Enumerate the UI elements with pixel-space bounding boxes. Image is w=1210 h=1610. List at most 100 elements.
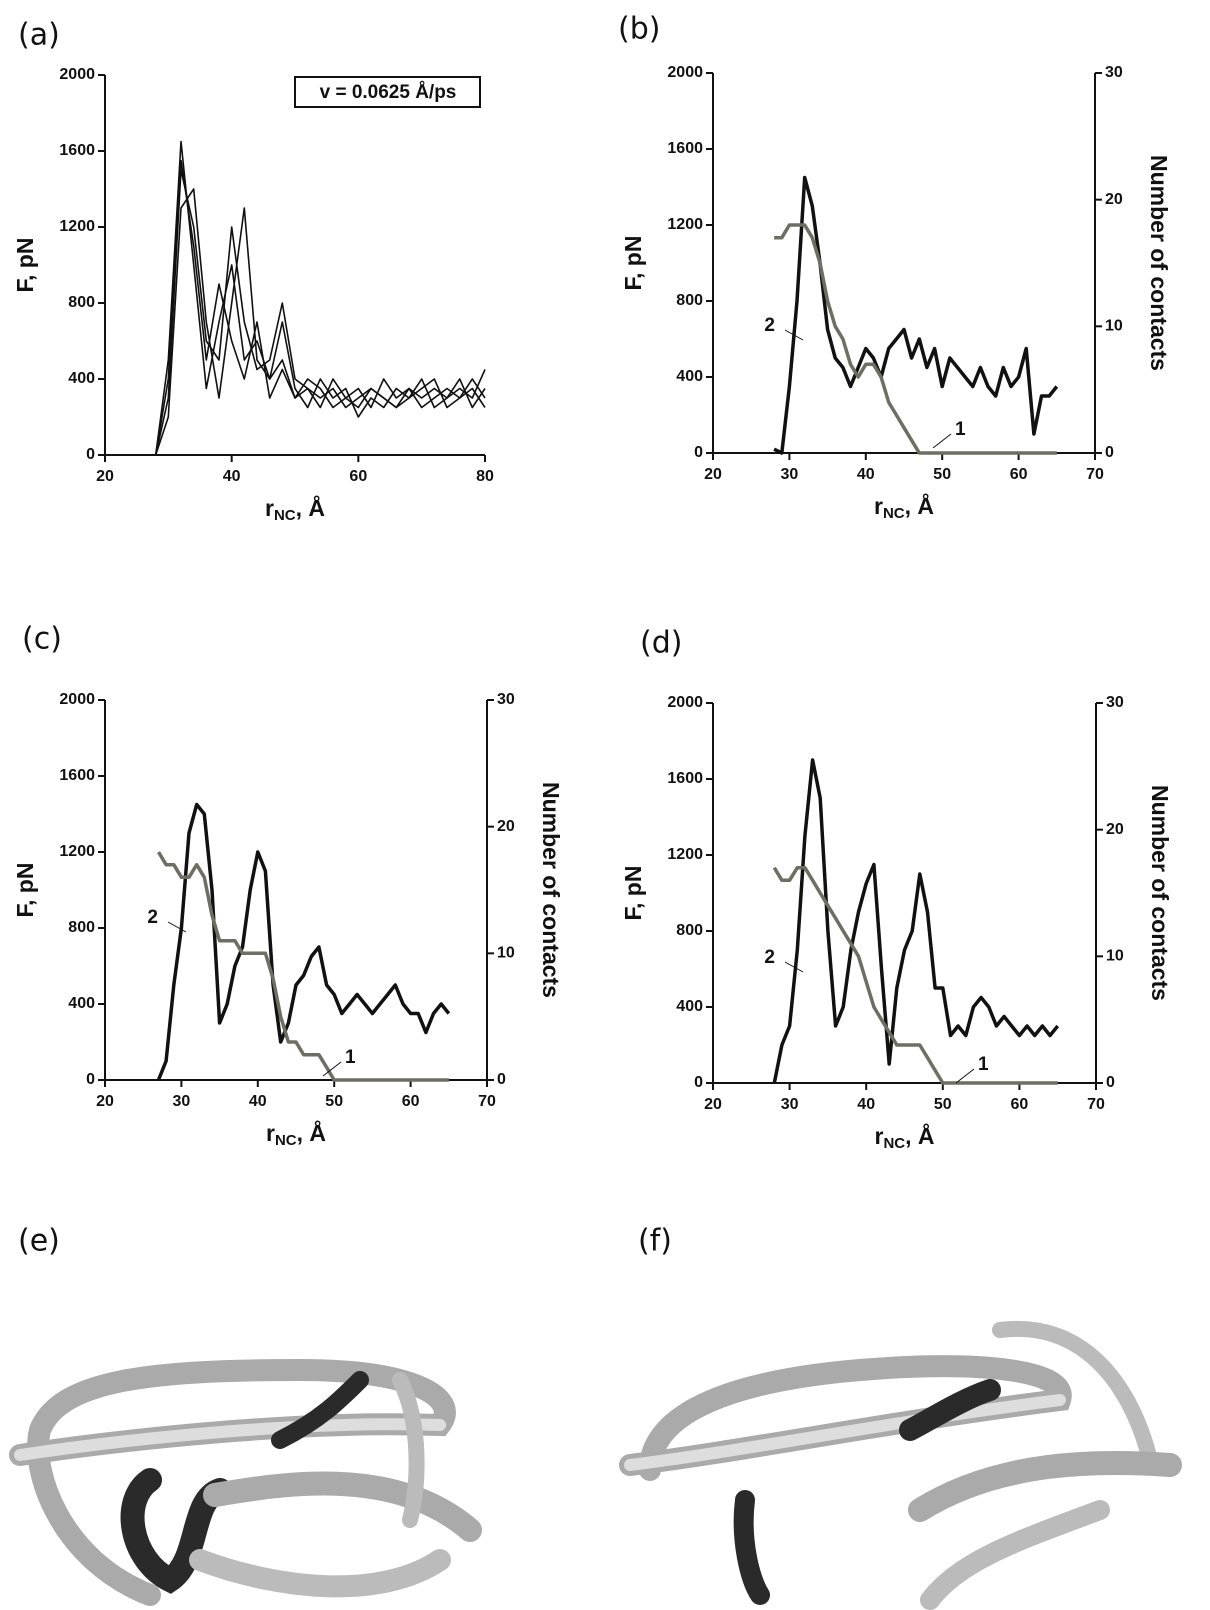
y2-tick-label: 20	[497, 818, 515, 835]
panel-label: (f)	[638, 1224, 672, 1259]
y2-tick-label: 10	[497, 945, 515, 962]
series-line	[154, 140, 486, 456]
x-tick-label: 30	[173, 1093, 191, 1110]
x-tick-label: 60	[1011, 1096, 1029, 1113]
x-tick-label: 80	[476, 468, 494, 485]
protein-e	[9, 1358, 482, 1606]
series-label: 1	[978, 1054, 989, 1075]
y2-tick-label: 0	[497, 1071, 506, 1088]
x-axis-label: rNC, Å	[266, 1119, 326, 1149]
x-axis-label-part: , Å	[297, 1119, 326, 1146]
x-axis-label-part: r	[266, 1120, 275, 1146]
y2-axis-label: Number of contacts	[1146, 155, 1172, 371]
series-line	[154, 188, 486, 456]
y-axis-label: F, pN	[12, 238, 38, 293]
x-tick-label: 70	[1086, 466, 1104, 483]
panel-label: (e)	[18, 1224, 60, 1259]
x-tick-label: 70	[1087, 1096, 1105, 1113]
y-axis-label: F, pN	[12, 863, 38, 918]
x-tick-label: 20	[704, 1096, 722, 1113]
y2-tick-label: 20	[1106, 821, 1124, 838]
series-line	[154, 159, 486, 456]
x-tick-label: 50	[933, 466, 951, 483]
y-axis-label: F, pN	[620, 236, 646, 291]
y-tick-label: 1600	[667, 770, 703, 787]
x-tick-label: 60	[402, 1093, 420, 1110]
x-tick-label: 20	[96, 468, 114, 485]
y2-tick-label: 30	[1106, 694, 1124, 711]
x-axis-label-part: r	[874, 493, 883, 519]
leader	[932, 433, 952, 449]
panel-label: (a)	[18, 18, 60, 53]
y-tick-label: 800	[68, 294, 95, 311]
y-axis-label: F, pN	[620, 866, 646, 921]
x-tick-label: 40	[857, 466, 875, 483]
x-tick-label: 40	[223, 468, 241, 485]
y-tick-label: 1600	[59, 142, 95, 159]
y2-axis-label: Number of contacts	[538, 782, 564, 998]
series-label: 2	[147, 907, 158, 928]
series-line	[156, 851, 449, 1082]
y2-tick-label: 30	[1105, 64, 1123, 81]
y-tick-label: 400	[676, 998, 703, 1015]
series-label: 2	[764, 947, 775, 968]
x-tick-label: 60	[1010, 466, 1028, 483]
leader	[784, 961, 804, 973]
panel-label: (d)	[640, 626, 682, 661]
series-label: 2	[764, 315, 775, 336]
x-axis-label-part: r	[874, 1123, 883, 1149]
y-tick-label: 0	[694, 444, 703, 461]
y-tick-label: 0	[86, 1071, 95, 1088]
x-tick-label: 70	[478, 1093, 496, 1110]
x-tick-label: 60	[349, 468, 367, 485]
y-tick-label: 0	[86, 446, 95, 463]
y-tick-label: 2000	[59, 691, 95, 708]
x-axis-label: rNC, Å	[265, 494, 325, 524]
x-tick-label: 30	[781, 466, 799, 483]
x-tick-label: 30	[781, 1096, 799, 1113]
y-tick-label: 1200	[667, 846, 703, 863]
x-axis-label-part: , Å	[296, 494, 325, 521]
y-tick-label: 2000	[667, 64, 703, 81]
x-axis-label-part: r	[265, 495, 274, 521]
y2-tick-label: 10	[1106, 948, 1124, 965]
y-tick-label: 2000	[59, 66, 95, 83]
y2-tick-label: 0	[1106, 1074, 1115, 1091]
x-tick-label: 40	[249, 1093, 267, 1110]
y2-tick-label: 0	[1105, 444, 1114, 461]
y-tick-label: 1200	[667, 216, 703, 233]
y-tick-label: 1600	[59, 767, 95, 784]
x-axis-label: rNC, Å	[874, 492, 934, 522]
x-axis-label-part: , Å	[905, 492, 934, 519]
leader	[955, 1068, 975, 1084]
y-tick-label: 0	[694, 1074, 703, 1091]
x-axis-label: rNC, Å	[874, 1122, 934, 1152]
x-axis-label-part: , Å	[905, 1122, 934, 1149]
y2-tick-label: 20	[1105, 191, 1123, 208]
leader	[322, 1061, 342, 1077]
x-tick-label: 20	[704, 466, 722, 483]
x-axis-label-part: NC	[883, 1135, 905, 1152]
annotation-box	[294, 76, 481, 108]
series-line	[772, 758, 1060, 1084]
leader	[784, 329, 804, 341]
y-tick-label: 1200	[59, 218, 95, 235]
leader	[167, 921, 187, 933]
y-tick-label: 2000	[667, 694, 703, 711]
protein-f	[619, 1320, 1182, 1610]
series-line	[774, 223, 1057, 455]
y-tick-label: 400	[68, 995, 95, 1012]
y2-tick-label: 10	[1105, 318, 1123, 335]
y-tick-label: 400	[676, 368, 703, 385]
x-tick-label: 50	[934, 1096, 952, 1113]
series-line	[156, 802, 451, 1081]
y-tick-label: 1200	[59, 843, 95, 860]
y2-axis-label: Number of contacts	[1147, 785, 1173, 1001]
series-line	[773, 175, 1059, 455]
series-label: 1	[345, 1047, 356, 1068]
annotation: v = 0.0625 Å/ps	[320, 82, 457, 103]
x-tick-label: 40	[857, 1096, 875, 1113]
panel-label: (b)	[618, 12, 660, 47]
